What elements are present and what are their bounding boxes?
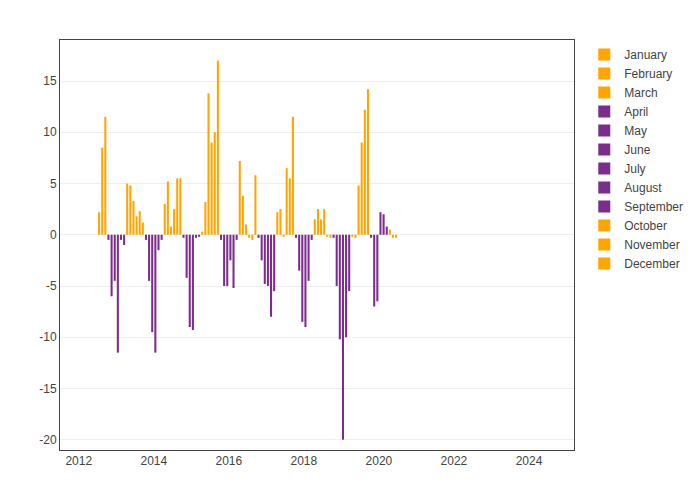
- svg-text:August: August: [624, 181, 662, 195]
- svg-text:2018: 2018: [291, 454, 318, 468]
- svg-text:2024: 2024: [516, 454, 543, 468]
- svg-text:September: September: [624, 200, 683, 214]
- svg-text:2016: 2016: [215, 454, 242, 468]
- svg-text:-20: -20: [39, 433, 57, 447]
- svg-text:5: 5: [50, 177, 57, 191]
- svg-text:October: October: [624, 219, 667, 233]
- svg-text:15: 15: [43, 74, 57, 88]
- svg-text:2020: 2020: [366, 454, 393, 468]
- svg-text:June: June: [624, 143, 650, 157]
- svg-text:-5: -5: [46, 279, 57, 293]
- svg-text:2014: 2014: [140, 454, 167, 468]
- svg-text:-10: -10: [39, 330, 57, 344]
- svg-text:January: January: [624, 48, 667, 62]
- svg-text:April: April: [624, 105, 648, 119]
- svg-text:2012: 2012: [65, 454, 92, 468]
- svg-text:December: December: [624, 257, 679, 271]
- svg-text:-15: -15: [39, 382, 57, 396]
- svg-text:March: March: [624, 86, 657, 100]
- svg-text:2022: 2022: [441, 454, 468, 468]
- svg-text:February: February: [624, 67, 672, 81]
- svg-text:November: November: [624, 238, 679, 252]
- svg-text:10: 10: [43, 125, 57, 139]
- svg-text:July: July: [624, 162, 645, 176]
- svg-text:May: May: [624, 124, 647, 138]
- svg-text:0: 0: [50, 228, 57, 242]
